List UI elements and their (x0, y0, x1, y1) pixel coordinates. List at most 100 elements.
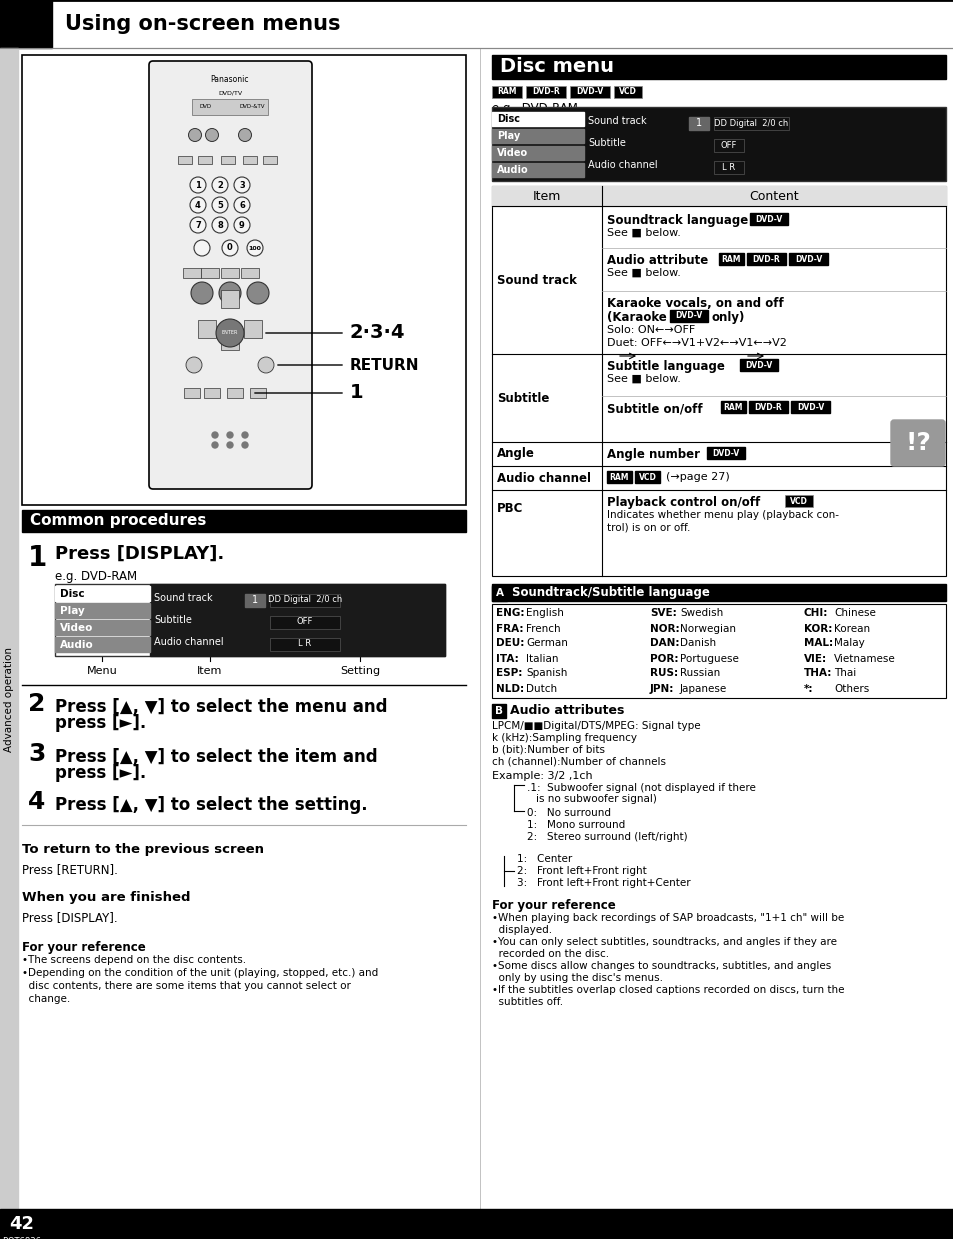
Bar (492, 586, 506, 601)
Text: Malay: Malay (833, 638, 863, 648)
Bar (55, 586, 150, 601)
Text: Disc menu: Disc menu (499, 57, 614, 77)
Bar (0, 1211, 45, 1237)
Bar (492, 704, 505, 717)
Text: recorded on the disc.: recorded on the disc. (492, 949, 608, 959)
Text: change.: change. (22, 994, 71, 1004)
Circle shape (242, 432, 248, 439)
Circle shape (205, 129, 218, 141)
Bar (713, 161, 743, 173)
Bar (492, 112, 583, 126)
Bar (492, 164, 583, 177)
FancyBboxPatch shape (890, 420, 944, 466)
Text: DVD-V: DVD-V (576, 88, 603, 97)
Text: DVD: DVD (200, 104, 212, 109)
Text: 8: 8 (217, 221, 223, 229)
Text: Using on-screen menus: Using on-screen menus (65, 14, 340, 33)
Text: VCD: VCD (638, 472, 656, 482)
Text: JPN:: JPN: (649, 684, 674, 694)
Bar (713, 139, 743, 152)
Bar (270, 638, 339, 650)
Text: Portuguese: Portuguese (679, 653, 739, 664)
Text: 2: 2 (217, 181, 223, 190)
Bar (198, 156, 212, 164)
Text: press [►].: press [►]. (55, 764, 146, 782)
Text: b (bit):Number of bits: b (bit):Number of bits (492, 745, 604, 755)
Text: •The screens depend on the disc contents.: •The screens depend on the disc contents… (22, 955, 246, 965)
Text: 7: 7 (195, 221, 201, 229)
Text: Video: Video (60, 623, 93, 633)
Text: DVD-&TV: DVD-&TV (240, 104, 265, 109)
Text: RAM: RAM (609, 472, 629, 482)
Text: Menu: Menu (87, 667, 117, 676)
Text: 9: 9 (239, 221, 245, 229)
Circle shape (189, 129, 201, 141)
Text: 4: 4 (194, 201, 201, 209)
Text: Audio channel: Audio channel (153, 637, 223, 647)
Text: SVE:: SVE: (649, 608, 676, 618)
Text: Common procedures: Common procedures (30, 513, 206, 529)
Text: press [►].: press [►]. (55, 714, 146, 732)
Bar (784, 496, 812, 507)
Circle shape (193, 240, 210, 256)
Text: Press [▲, ▼] to select the setting.: Press [▲, ▼] to select the setting. (55, 795, 367, 814)
Text: To return to the previous screen: To return to the previous screen (22, 843, 264, 855)
Text: Playback control on/off: Playback control on/off (606, 496, 760, 509)
Text: B: B (495, 706, 502, 716)
Text: Duet: OFF←→V1+V2←→V1←→V2: Duet: OFF←→V1+V2←→V1←→V2 (606, 338, 786, 348)
Text: NLD:: NLD: (496, 684, 523, 694)
Text: 1: 1 (28, 544, 48, 572)
Text: 42: 42 (10, 1215, 34, 1233)
Text: 1: 1 (252, 595, 258, 605)
Text: Subtitle language: Subtitle language (606, 361, 724, 373)
Text: MAL:: MAL: (803, 638, 832, 648)
Circle shape (257, 357, 274, 373)
Text: ITA:: ITA: (496, 653, 518, 664)
Text: Spanish: Spanish (525, 669, 567, 679)
Text: When you are finished: When you are finished (22, 891, 191, 903)
Text: Audio channel: Audio channel (587, 160, 657, 170)
Bar (198, 320, 215, 338)
Circle shape (227, 432, 233, 439)
Text: Item: Item (197, 667, 222, 676)
Text: Disc: Disc (60, 589, 85, 598)
Text: 2:   Front left+Front right: 2: Front left+Front right (517, 866, 646, 876)
Text: DVD-V: DVD-V (794, 254, 821, 264)
Text: RUS:: RUS: (649, 669, 678, 679)
Bar (492, 186, 945, 576)
Bar (250, 388, 266, 398)
Bar (0, 0, 52, 48)
Text: See ■ below.: See ■ below. (606, 374, 680, 384)
Text: Audio attributes: Audio attributes (510, 704, 623, 717)
Text: Press [RETURN].: Press [RETURN]. (22, 864, 118, 876)
Text: 4: 4 (28, 790, 46, 814)
Text: 2: 2 (28, 693, 46, 716)
Bar (221, 290, 239, 309)
Bar (569, 85, 609, 98)
Bar (55, 637, 150, 652)
Text: NOR:: NOR: (649, 623, 679, 633)
Circle shape (212, 442, 218, 449)
Bar (221, 156, 234, 164)
Text: e.g. DVD-RAM: e.g. DVD-RAM (55, 570, 137, 584)
Text: L R: L R (721, 162, 735, 171)
Text: OFF: OFF (720, 140, 737, 150)
Text: CHI:: CHI: (803, 608, 827, 618)
Text: Subtitle: Subtitle (153, 615, 192, 624)
Circle shape (247, 282, 269, 304)
Text: See ■ below.: See ■ below. (606, 268, 680, 278)
Text: A: A (495, 589, 503, 598)
Text: DD Digital  2/0 ch: DD Digital 2/0 ch (268, 596, 342, 605)
Bar (22, 510, 465, 532)
Text: DVD-R: DVD-R (532, 88, 559, 97)
Bar (241, 268, 258, 278)
Text: •When playing back recordings of SAP broadcasts, "1+1 ch" will be: •When playing back recordings of SAP bro… (492, 913, 843, 923)
Text: 1: 1 (695, 118, 701, 128)
Text: ENG:: ENG: (496, 608, 524, 618)
Text: DVD-V: DVD-V (712, 449, 739, 457)
Text: Sound track: Sound track (497, 274, 577, 286)
Bar (706, 447, 744, 458)
Text: Italian: Italian (525, 653, 558, 664)
Bar (492, 129, 583, 142)
Bar (0, 0, 953, 48)
